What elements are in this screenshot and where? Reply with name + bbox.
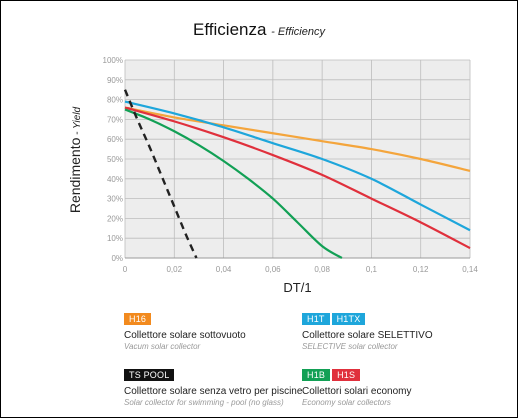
legend-badge-h1b: H1B xyxy=(302,369,331,381)
y-tick-label: 0% xyxy=(111,254,123,263)
y-axis-label-main: Rendimento xyxy=(67,137,83,213)
x-axis-label: DT/1 xyxy=(283,280,311,295)
y-tick-label: 40% xyxy=(107,175,123,184)
legend-item-economy: H1B H1S Collettori solari economy Economy… xyxy=(302,365,412,407)
series-line xyxy=(123,89,198,259)
x-tick-label: 0,06 xyxy=(265,265,281,274)
y-tick-label: 20% xyxy=(107,214,123,223)
y-tick-label: 50% xyxy=(107,155,123,164)
legend-title: Collettore solare SELETTIVO xyxy=(302,330,433,341)
legend-subtitle: Economy solar collectors xyxy=(302,398,391,407)
y-tick-label: 90% xyxy=(107,76,123,85)
y-tick-label: 70% xyxy=(107,115,123,124)
y-tick-label: 30% xyxy=(107,195,123,204)
legend-badge-h16: H16 xyxy=(124,313,152,325)
legend-subtitle: SELECTIVE solar collector xyxy=(302,342,398,351)
legend-badges: TS POOL xyxy=(124,365,302,383)
legend-badges: H16 xyxy=(124,309,246,327)
legend-badges: H1T H1TX xyxy=(302,309,433,327)
series-line xyxy=(124,108,343,259)
x-tick-label: 0,14 xyxy=(462,265,478,274)
chart-title-sub: - Efficiency xyxy=(271,26,325,38)
series-line xyxy=(124,100,471,232)
y-tick-label: 60% xyxy=(107,135,123,144)
legend-item-selective: H1T H1TX Collettore solare SELETTIVO SELE… xyxy=(302,309,433,351)
x-tick-label: 0,1 xyxy=(366,265,378,274)
legend-title: Collettore solare senza vetro per piscin… xyxy=(124,386,303,397)
y-tick-label: 10% xyxy=(107,234,123,243)
y-tick-label: 100% xyxy=(103,56,123,65)
x-tick-label: 0,12 xyxy=(413,265,429,274)
series-line xyxy=(124,106,471,172)
legend-badge-ts-pool: TS POOL xyxy=(124,369,175,381)
y-axis-label: Rendimento - Yield xyxy=(67,106,83,213)
x-tick-label: 0 xyxy=(123,265,128,274)
legend-item-vacuum: H16 Collettore solare sottovuoto Vacum s… xyxy=(124,309,246,351)
legend-item-pool: TS POOL Collettore solare senza vetro pe… xyxy=(124,365,302,407)
chart-title-main: Efficienza xyxy=(193,20,267,39)
x-tick-label: 0,08 xyxy=(314,265,330,274)
y-tick-label: 80% xyxy=(107,96,123,105)
legend-title: Collettore solare sottovuoto xyxy=(124,330,246,341)
legend-badge-h1s: H1S xyxy=(332,369,361,381)
legend-badge-h1tx: H1TX xyxy=(331,313,366,325)
legend-badges: H1B H1S xyxy=(302,365,412,383)
legend-subtitle: Vacum solar collector xyxy=(124,342,201,351)
legend-badge-h1t: H1T xyxy=(302,313,330,325)
x-tick-label: 0,02 xyxy=(166,265,182,274)
chart-title: Efficienza - Efficiency xyxy=(0,20,518,40)
series-line xyxy=(124,106,471,250)
y-axis-label-sub: - Yield xyxy=(72,106,83,137)
x-tick-label: 0,04 xyxy=(216,265,232,274)
legend-title: Collettori solari economy xyxy=(302,386,412,397)
legend-subtitle: Solar collector for swimming - pool (no … xyxy=(124,398,284,407)
